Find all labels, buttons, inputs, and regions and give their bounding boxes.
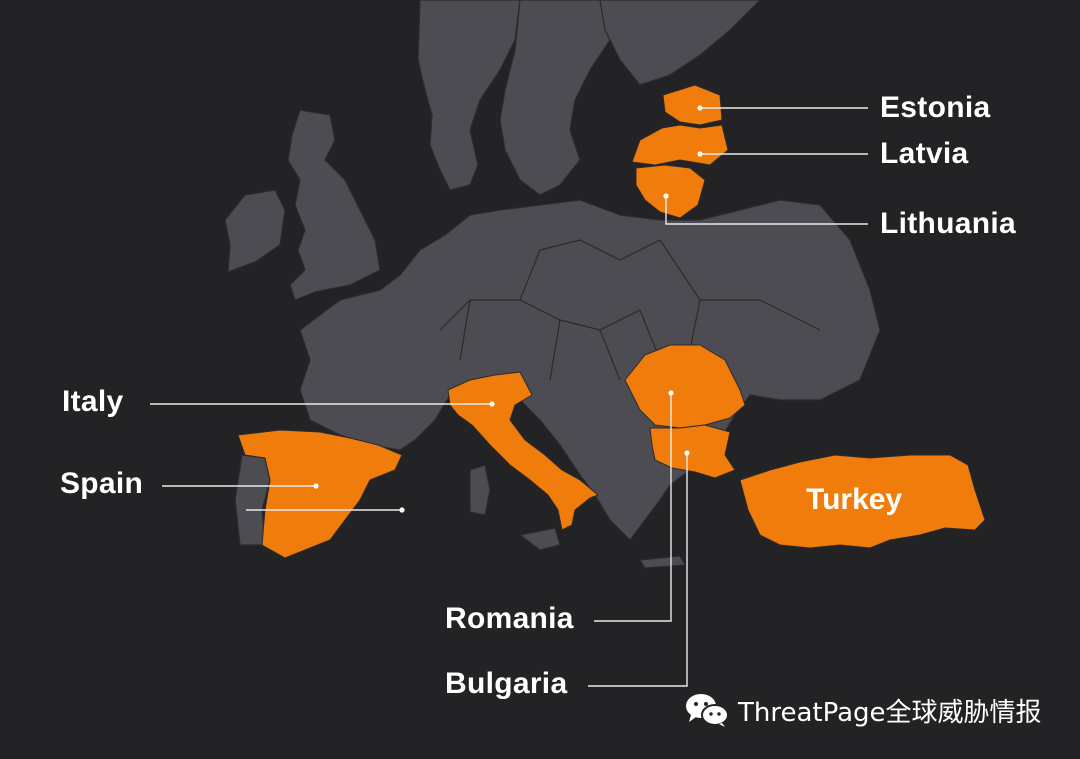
country-spain — [237, 429, 403, 559]
wechat-icon — [686, 694, 729, 727]
label-lithuania: Lithuania — [880, 207, 1017, 240]
land-crete — [639, 555, 686, 569]
country-lithuania — [635, 164, 706, 219]
country-italy — [447, 371, 599, 531]
border-lines — [439, 239, 821, 381]
country-turkey — [739, 454, 986, 549]
leader-bulgaria — [588, 453, 688, 687]
label-bulgaria: Bulgaria — [445, 667, 568, 700]
land-scandinavia — [417, 0, 521, 191]
dot-estonia — [697, 105, 703, 111]
dot-bulgaria — [684, 450, 690, 456]
highlighted-countries — [237, 84, 986, 559]
leader-lines — [150, 107, 868, 687]
label-turkey: Turkey — [806, 483, 903, 516]
country-estonia — [662, 84, 723, 126]
leader-lithuania — [665, 196, 868, 225]
dot-romania — [668, 390, 674, 396]
watermark-text: ThreatPage全球威胁情报 — [738, 697, 1042, 728]
label-romania: Romania — [445, 602, 574, 635]
base-land — [224, 0, 881, 569]
dot-spain-2 — [399, 507, 405, 513]
label-estonia: Estonia — [880, 91, 991, 124]
label-spain: Spain — [60, 467, 144, 500]
watermark: ThreatPage全球威胁情报 — [684, 692, 1042, 728]
anchor-dots — [313, 105, 703, 513]
label-italy: Italy — [62, 385, 124, 418]
land-great-britain — [287, 109, 381, 301]
dot-lithuania — [663, 193, 669, 199]
land-sicily — [519, 527, 561, 551]
dot-latvia — [697, 151, 703, 157]
label-latvia: Latvia — [880, 137, 969, 170]
dot-italy — [489, 401, 495, 407]
country-latvia — [631, 124, 729, 166]
land-sweden — [499, 0, 611, 196]
dot-spain — [313, 483, 319, 489]
land-ireland — [224, 189, 286, 273]
land-finland-russia-north — [599, 0, 761, 86]
land-sardinia — [469, 464, 491, 516]
country-romania — [624, 344, 746, 429]
leader-romania — [594, 393, 672, 622]
